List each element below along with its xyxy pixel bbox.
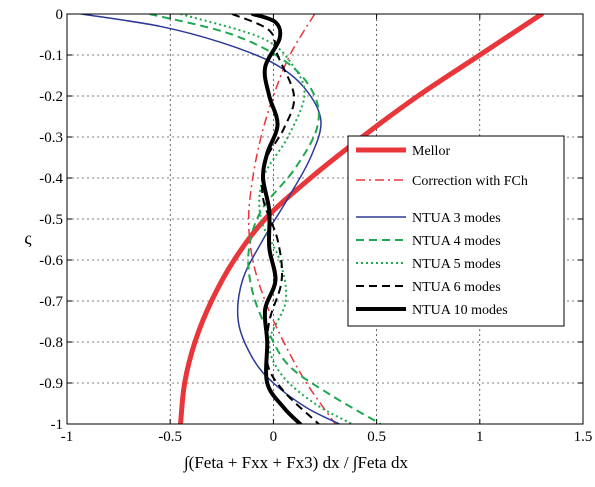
x-tick-label: -1 xyxy=(61,429,74,445)
x-axis-label: ∫(Feta + Fxx + Fx3) dx / ∫Feta dx xyxy=(183,453,408,473)
legend-label-correction-with-fch: Correction with FCh xyxy=(412,174,528,189)
y-tick-label: -0.5 xyxy=(39,212,63,228)
y-tick-label: -0.8 xyxy=(39,335,63,351)
legend-label-ntua-10-modes: NTUA 10 modes xyxy=(412,303,508,318)
x-tick-label: 1 xyxy=(476,429,484,445)
legend-box xyxy=(347,135,565,327)
y-tick-label: 0 xyxy=(56,7,64,23)
legend-label-ntua-5-modes: NTUA 5 modes xyxy=(412,257,501,272)
y-tick-label: -0.4 xyxy=(39,171,63,187)
y-axis-label: ς xyxy=(24,228,31,248)
x-tick-label: 0.5 xyxy=(367,429,386,445)
x-tick-label: 0 xyxy=(270,429,278,445)
series-line-ntua-5-modes xyxy=(180,14,353,424)
y-tick-label: -0.7 xyxy=(39,294,63,310)
y-tick-label: -1 xyxy=(51,417,64,433)
legend-label-ntua-6-modes: NTUA 6 modes xyxy=(412,280,501,295)
legend-label-mellor: Mellor xyxy=(412,144,450,159)
x-tick-label: 1.5 xyxy=(574,429,593,445)
legend: Mellor Correction with FCh NTUA 3 modes NTU… xyxy=(347,135,565,327)
y-tick-label: -0.3 xyxy=(39,130,63,146)
legend-label-ntua-3-modes: NTUA 3 modes xyxy=(412,211,501,226)
series-line-ntua-10-modes xyxy=(250,14,303,424)
y-tick-label: -0.1 xyxy=(39,48,63,64)
legend-label-ntua-4-modes: NTUA 4 modes xyxy=(412,234,501,249)
y-tick-label: -0.2 xyxy=(39,89,63,105)
y-tick-label: -0.6 xyxy=(39,253,63,269)
y-tick-label: -0.9 xyxy=(39,376,63,392)
axis-ticks: -1 -0.5 0 0.5 1 1.5 0 -0.1 -0.2 -0.3 -0.4 -0.5 -0.6 -… xyxy=(39,7,592,445)
series-layer xyxy=(80,14,545,424)
series-line-ntua-4-modes xyxy=(149,14,382,424)
legend-items: Mellor Correction with FCh NTUA 3 modes NTU… xyxy=(356,144,528,318)
x-tick-label: -0.5 xyxy=(158,429,182,445)
series-line-correction-with-fch xyxy=(247,14,336,424)
